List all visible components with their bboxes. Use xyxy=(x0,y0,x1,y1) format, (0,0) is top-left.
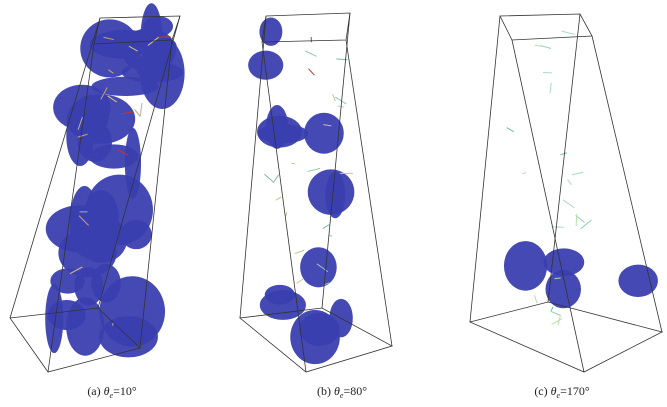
box-edge xyxy=(321,12,351,309)
blob xyxy=(140,3,163,75)
bond xyxy=(308,68,315,76)
bond xyxy=(580,219,592,230)
renderings xyxy=(9,3,664,373)
caption-b: (b) θe=80° xyxy=(317,384,367,400)
box-edge xyxy=(511,39,585,373)
box-edge xyxy=(469,15,501,323)
bond xyxy=(140,54,143,57)
blob xyxy=(304,112,344,154)
bond xyxy=(560,152,568,156)
bond xyxy=(103,36,114,41)
bond xyxy=(322,224,330,230)
bond xyxy=(273,174,279,182)
blob xyxy=(124,127,142,199)
bond xyxy=(69,266,83,275)
bond xyxy=(108,69,114,74)
box-edge xyxy=(345,39,393,347)
blob xyxy=(53,84,111,131)
blob xyxy=(248,50,284,80)
blob xyxy=(74,267,104,306)
bond xyxy=(77,116,83,130)
bond xyxy=(120,111,134,115)
box-edge xyxy=(591,35,663,333)
box-edge xyxy=(261,41,307,373)
rendering xyxy=(9,3,185,373)
bond xyxy=(77,133,88,138)
bond xyxy=(562,199,575,209)
bond xyxy=(549,82,552,94)
box-edge xyxy=(9,17,101,319)
bond xyxy=(522,172,527,175)
bond xyxy=(550,310,561,316)
bond xyxy=(550,306,554,312)
bond xyxy=(78,215,89,226)
bond xyxy=(554,277,561,280)
bond xyxy=(506,127,514,133)
blob xyxy=(120,219,152,250)
blob xyxy=(618,264,658,297)
blob xyxy=(300,247,337,288)
blob xyxy=(80,19,140,78)
blob xyxy=(299,312,340,346)
bond xyxy=(567,179,572,186)
bond xyxy=(285,212,288,216)
bond xyxy=(335,96,347,105)
bond xyxy=(294,249,305,254)
box-edge xyxy=(139,39,173,349)
rendering xyxy=(239,12,394,373)
bond xyxy=(100,87,108,100)
bond xyxy=(540,45,551,49)
blob xyxy=(307,169,355,215)
blob xyxy=(83,190,119,244)
bond xyxy=(307,167,321,172)
rendering xyxy=(468,13,664,373)
bond xyxy=(324,282,330,286)
blob xyxy=(47,299,86,331)
blob xyxy=(543,248,585,277)
bond xyxy=(128,45,138,52)
bond xyxy=(111,322,114,326)
blob xyxy=(545,270,581,309)
bond xyxy=(551,318,563,325)
bond xyxy=(264,173,275,183)
bond xyxy=(332,93,336,102)
bond xyxy=(304,50,317,57)
bond xyxy=(571,171,584,176)
bond xyxy=(316,263,329,273)
blob xyxy=(259,290,307,320)
blob xyxy=(257,115,303,148)
box-edge xyxy=(47,43,95,373)
caption-a: (a) θe=10° xyxy=(87,384,137,400)
bond xyxy=(575,214,578,227)
blob xyxy=(503,241,548,291)
bond xyxy=(139,102,143,117)
box-edge xyxy=(239,15,267,319)
bond xyxy=(323,124,332,127)
box-edge xyxy=(97,15,181,309)
bond xyxy=(534,44,543,47)
bond xyxy=(107,95,118,103)
caption-c: (c) θe=170° xyxy=(534,384,590,400)
bond xyxy=(561,30,576,35)
bond xyxy=(117,149,129,156)
bond xyxy=(329,234,333,237)
bond xyxy=(296,278,304,284)
bond xyxy=(275,196,282,201)
box-edge xyxy=(547,13,581,303)
bond xyxy=(134,109,141,117)
box-bottom xyxy=(468,301,664,373)
bond xyxy=(534,295,538,304)
